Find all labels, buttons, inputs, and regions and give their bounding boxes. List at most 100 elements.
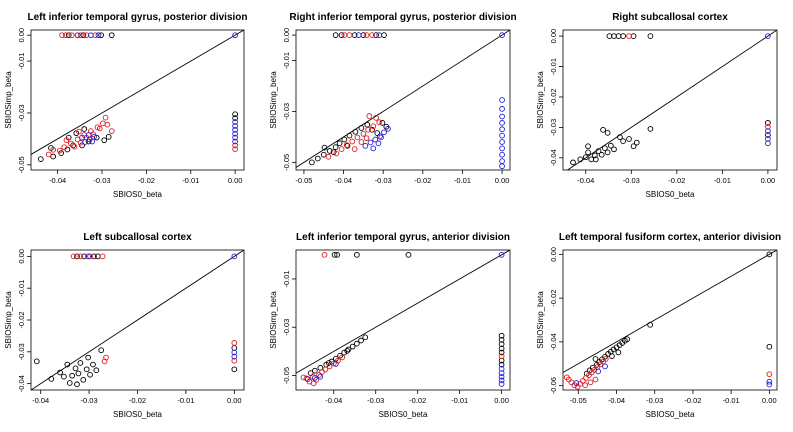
data-point-black — [91, 253, 97, 260]
data-point-red — [325, 153, 332, 160]
y-axis-label: SBIOSimp_beta — [536, 71, 545, 129]
data-point-blue — [765, 140, 771, 147]
data-point-black — [74, 253, 80, 260]
data-point-black — [353, 251, 360, 258]
data-point-black — [570, 159, 576, 166]
data-point-blue — [95, 32, 102, 39]
data-point-black — [585, 143, 591, 150]
data-point-blue — [499, 163, 505, 170]
x-tick-label: -0.01 — [182, 176, 199, 185]
data-point-blue — [232, 134, 238, 141]
data-point-black — [592, 356, 599, 362]
data-point-blue — [232, 123, 238, 129]
data-point-black — [98, 347, 105, 354]
data-point-blue — [499, 158, 505, 164]
data-point-black — [630, 143, 637, 150]
x-axis-label: SBIOS0_beta — [379, 410, 428, 419]
plot-area — [563, 250, 777, 390]
data-point-red — [766, 371, 773, 378]
y-tick-label: -0.05 — [282, 367, 291, 384]
data-point-red — [76, 128, 82, 135]
data-point-black — [647, 126, 654, 132]
data-point-black — [61, 373, 67, 380]
x-tick-label: -0.04 — [325, 396, 342, 405]
data-point-black — [66, 380, 73, 386]
y-tick-label: -0.01 — [17, 280, 26, 297]
data-point-black — [373, 32, 379, 38]
data-point-red — [498, 353, 505, 360]
data-point-blue — [602, 363, 608, 370]
data-point-blue — [232, 119, 238, 125]
data-point-blue — [499, 126, 505, 133]
data-point-red — [70, 253, 77, 260]
data-point-black — [81, 253, 88, 260]
data-point-blue — [499, 139, 505, 145]
data-point-black — [72, 365, 79, 372]
x-tick-label: 0.00 — [762, 396, 777, 405]
data-point-black — [98, 32, 104, 39]
x-tick-label: -0.04 — [335, 176, 352, 185]
data-point-black — [344, 348, 351, 354]
data-point-black — [765, 119, 771, 126]
data-point-black — [85, 354, 91, 361]
data-point-blue — [499, 106, 505, 112]
scatter-panel-1: Left inferior temporal gyrus, posterior … — [4, 12, 248, 199]
y-axis-label: SBIOSimp_beta — [536, 291, 545, 349]
data-point-red — [232, 146, 238, 153]
data-point-blue — [79, 134, 85, 141]
data-point-red — [580, 377, 586, 384]
x-tick-label: -0.03 — [93, 176, 110, 185]
data-point-blue — [370, 145, 377, 152]
data-point-blue — [595, 368, 602, 375]
data-point-black — [75, 370, 82, 377]
data-point-red — [563, 374, 570, 381]
data-point-black — [48, 376, 55, 382]
data-point-black — [592, 156, 599, 163]
panel-title: Right inferior temporal gyrus, posterior… — [289, 12, 516, 23]
x-axis-label: SBIOS0_beta — [113, 410, 162, 419]
plot-frame — [562, 29, 778, 171]
identity-line — [563, 250, 777, 374]
data-point-red — [765, 123, 771, 130]
x-tick-label: -0.02 — [684, 396, 701, 405]
data-point-red — [568, 379, 575, 386]
y-tick-label: -0.04 — [549, 149, 558, 166]
plot-area — [296, 30, 510, 170]
data-point-red — [339, 354, 346, 361]
y-tick-label: -0.01 — [282, 52, 291, 69]
data-point-black — [353, 340, 360, 347]
data-point-black — [604, 130, 611, 136]
x-tick-label: -0.02 — [129, 396, 146, 405]
data-point-black — [87, 371, 93, 378]
data-point-red — [316, 372, 322, 378]
data-point-blue — [355, 32, 362, 38]
data-point-black — [765, 132, 771, 138]
y-axis-label: SBIOSimp_beta — [269, 71, 278, 129]
data-point-red — [321, 251, 328, 258]
data-point-black — [626, 136, 632, 142]
data-point-black — [326, 148, 333, 154]
data-point-blue — [333, 361, 339, 367]
data-point-red — [59, 32, 65, 39]
data-point-black — [64, 361, 71, 368]
y-axis-label: SBIOSimp_beta — [4, 71, 13, 129]
data-point-black — [338, 32, 345, 38]
identity-line — [566, 30, 777, 170]
data-point-blue — [367, 139, 374, 146]
data-point-black — [314, 155, 321, 162]
data-point-blue — [499, 32, 505, 38]
data-point-black — [611, 146, 617, 153]
x-tick-label: 0.00 — [495, 176, 510, 185]
data-point-black — [346, 132, 353, 139]
data-point-blue — [765, 128, 771, 134]
y-tick-label: 0.00 — [17, 249, 26, 264]
data-point-black — [345, 346, 352, 353]
data-point-black — [598, 151, 605, 158]
data-point-red — [326, 363, 333, 370]
y-tick-label: -0.04 — [17, 375, 26, 392]
y-tick-label: 0.00 — [282, 28, 291, 43]
data-point-black — [57, 369, 63, 376]
data-point-blue — [499, 113, 505, 120]
x-tick-label: -0.01 — [723, 396, 740, 405]
data-point-red — [592, 376, 599, 383]
